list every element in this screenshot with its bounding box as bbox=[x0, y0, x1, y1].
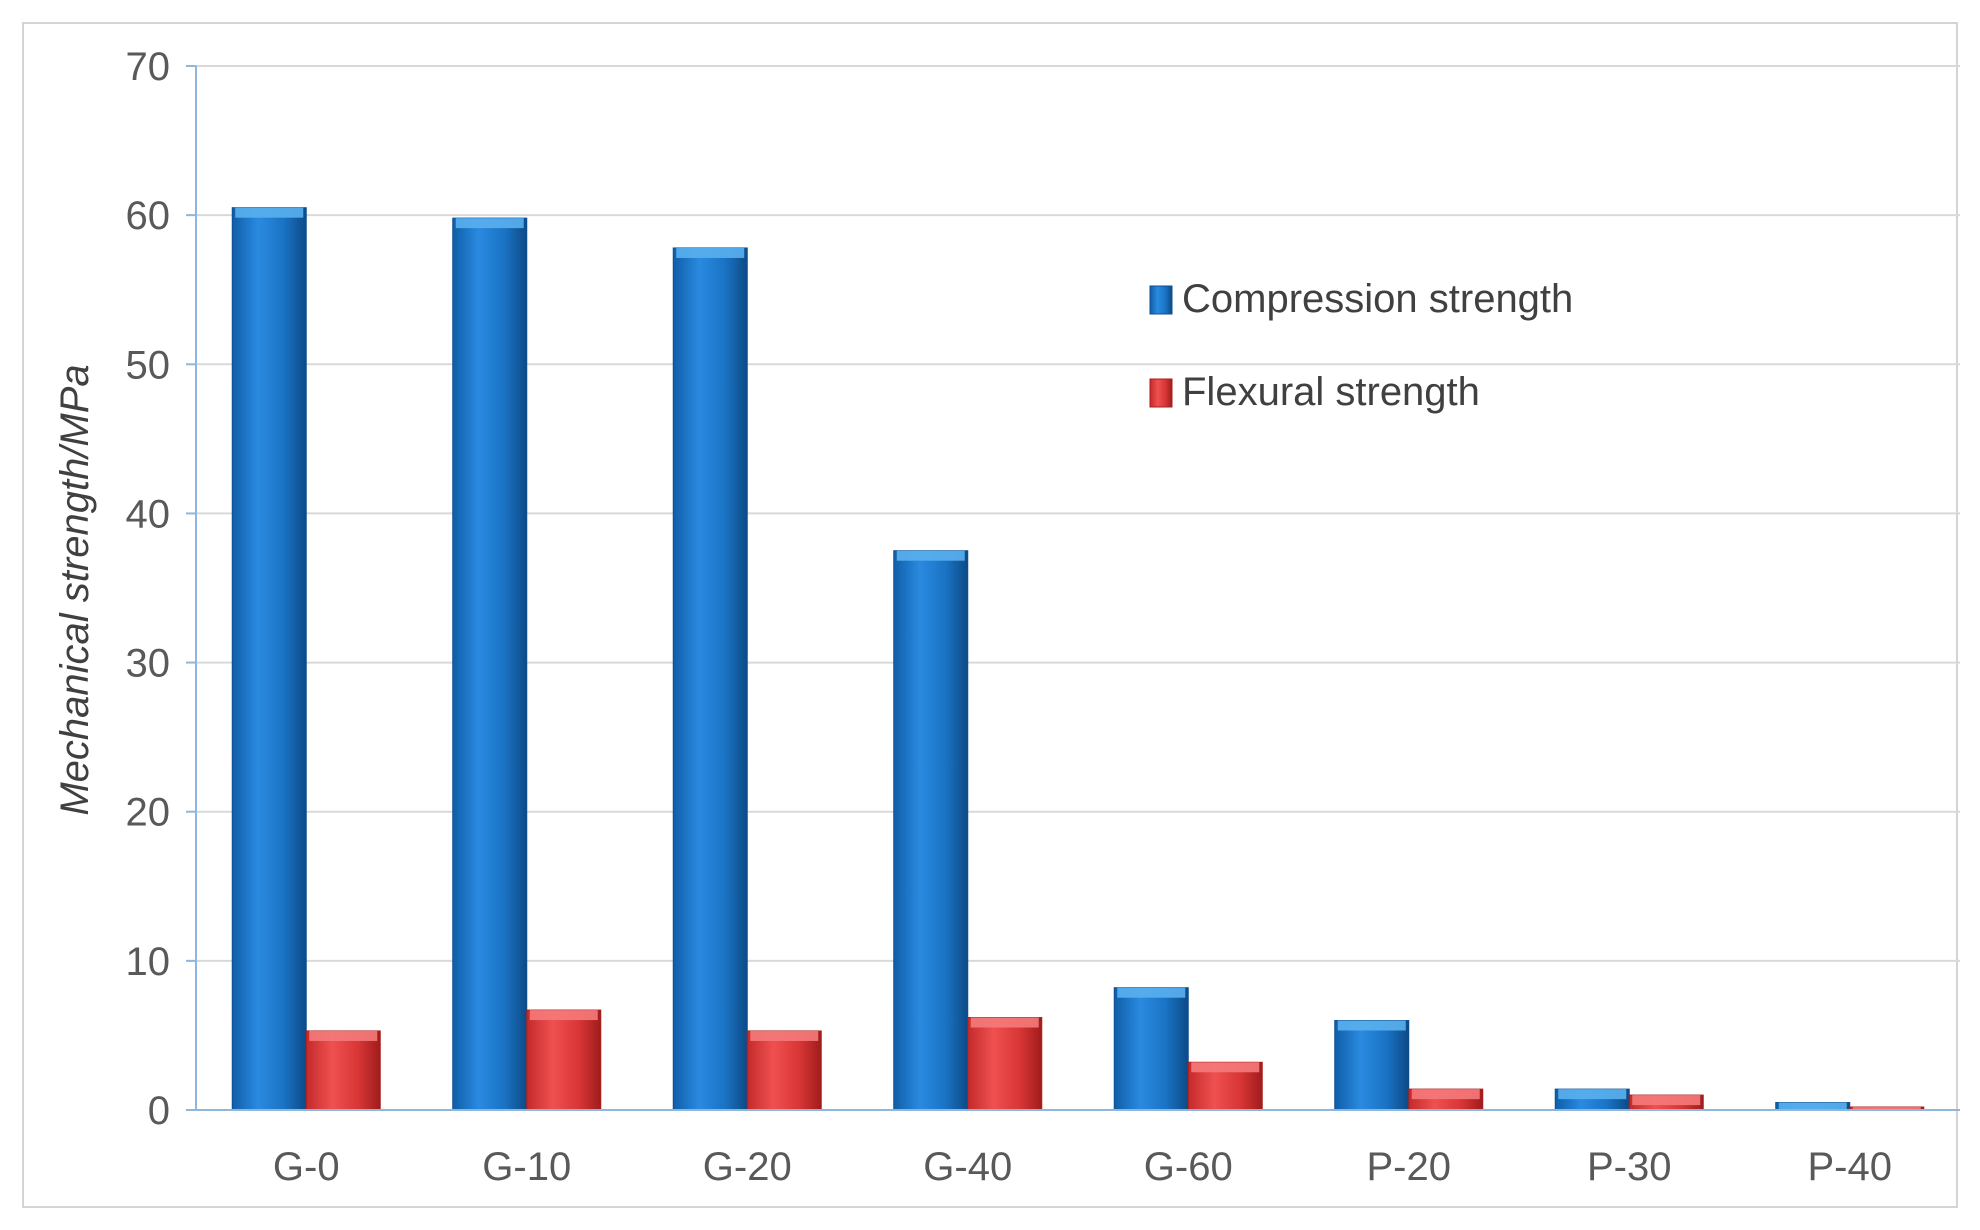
x-axis-ticks: G-0 G-10 G-20 G-40 G-60 P-20 P-30 P-40 bbox=[273, 1145, 1892, 1189]
flexural-bar bbox=[1187, 1061, 1263, 1111]
legend-label: Compression strength bbox=[1182, 277, 1573, 321]
legend-label: Flexural strength bbox=[1182, 370, 1480, 414]
legend-swatch bbox=[1149, 378, 1173, 408]
compression-bar bbox=[893, 550, 969, 1111]
compression-bar bbox=[452, 217, 528, 1111]
y-tick-label: 60 bbox=[126, 194, 171, 238]
x-tick-label: P-40 bbox=[1808, 1145, 1893, 1189]
x-tick-label: G-20 bbox=[703, 1145, 792, 1189]
x-tick-label: G-0 bbox=[273, 1145, 340, 1189]
x-tick-label: G-10 bbox=[482, 1145, 571, 1189]
legend-item: Flexural strength bbox=[1149, 370, 1480, 414]
y-tick-label: 50 bbox=[126, 343, 171, 387]
y-tick-label: 0 bbox=[148, 1089, 170, 1133]
flexural-bar bbox=[1408, 1088, 1484, 1111]
flexural-bar bbox=[305, 1030, 381, 1111]
compression-bar bbox=[1334, 1020, 1410, 1111]
x-tick-label: P-20 bbox=[1367, 1145, 1452, 1189]
compression-bar bbox=[1113, 987, 1189, 1111]
y-axis-label: Mechanical strength/MPa bbox=[53, 364, 97, 815]
y-axis-ticks: 0 10 20 30 40 50 60 70 bbox=[126, 45, 196, 1133]
legend: Compression strength Flexural strength bbox=[1149, 277, 1573, 414]
x-tick-label: G-40 bbox=[923, 1145, 1012, 1189]
compression-bar bbox=[1775, 1102, 1851, 1111]
y-tick-label: 20 bbox=[126, 791, 171, 835]
y-tick-label: 40 bbox=[126, 492, 171, 536]
legend-item: Compression strength bbox=[1149, 277, 1573, 321]
flexural-bar bbox=[746, 1030, 822, 1111]
compression-bar bbox=[1554, 1088, 1630, 1111]
y-tick-label: 70 bbox=[126, 45, 171, 89]
bars bbox=[196, 207, 1960, 1111]
y-tick-label: 30 bbox=[126, 642, 171, 686]
chart-frame bbox=[22, 22, 1958, 1208]
flexural-bar bbox=[967, 1017, 1043, 1111]
legend-swatch bbox=[1149, 285, 1173, 315]
flexural-bar bbox=[526, 1009, 602, 1111]
compression-bar bbox=[231, 207, 307, 1111]
y-tick-label: 10 bbox=[126, 940, 171, 984]
x-tick-label: P-30 bbox=[1587, 1145, 1672, 1189]
flexural-bar bbox=[1628, 1094, 1704, 1111]
x-tick-label: G-60 bbox=[1144, 1145, 1233, 1189]
compression-bar bbox=[672, 247, 748, 1111]
